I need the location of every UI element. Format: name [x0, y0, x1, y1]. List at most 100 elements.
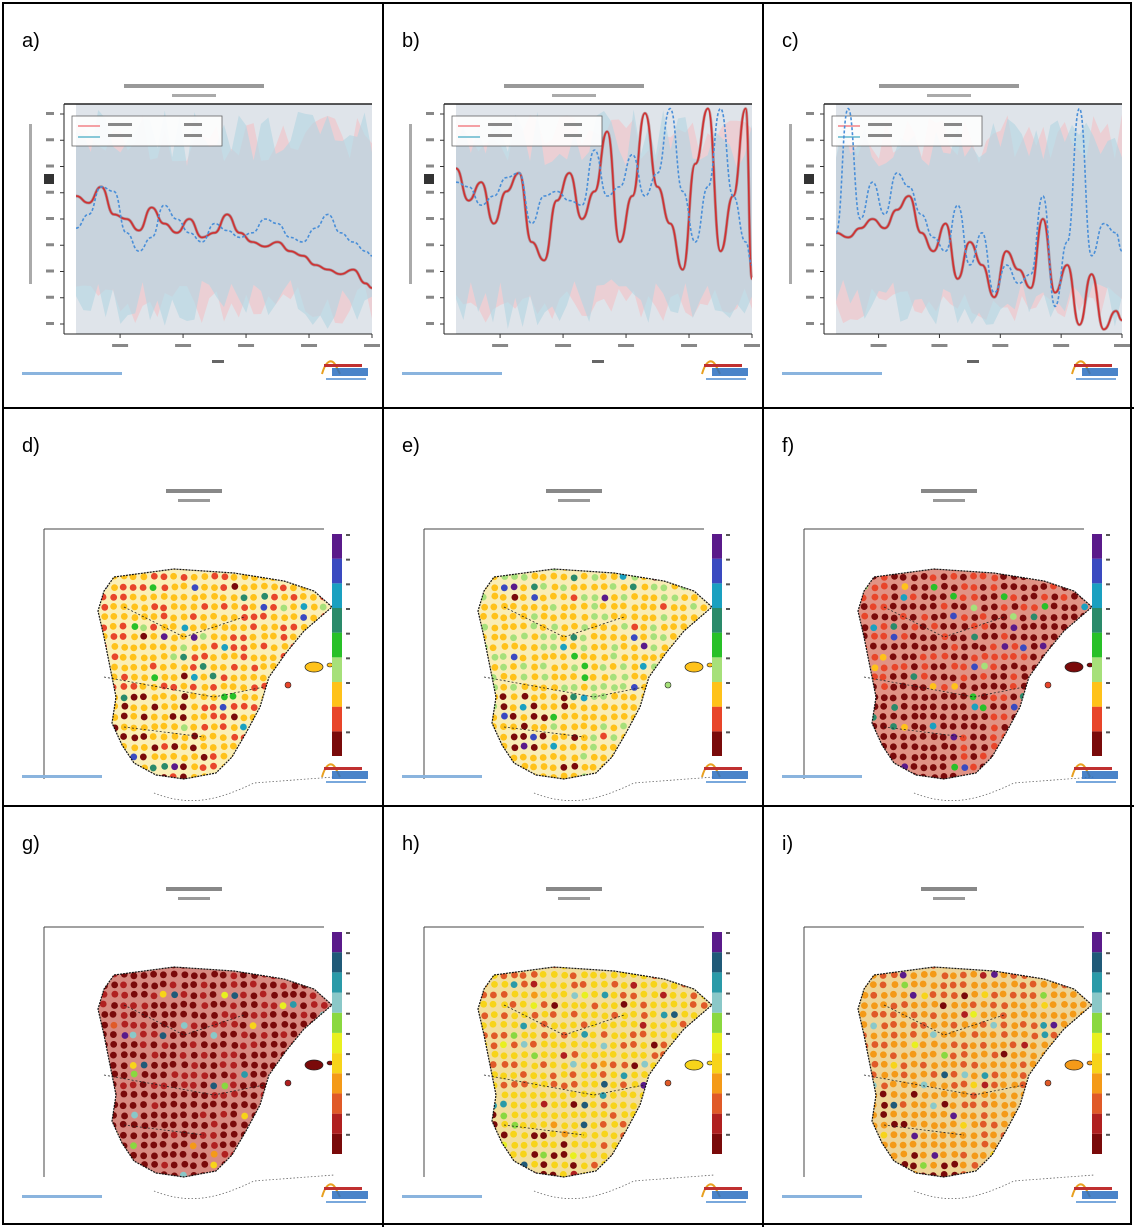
station-dot: [680, 712, 688, 720]
station-dot: [140, 1141, 148, 1149]
station-dot: [1021, 594, 1028, 602]
station-dot: [480, 1060, 488, 1068]
station-dot: [311, 752, 318, 760]
station-dot: [851, 1021, 858, 1028]
station-dot: [310, 1131, 318, 1139]
station-dot: [199, 764, 207, 772]
station-dot: [140, 1061, 148, 1069]
station-dot: [1000, 1021, 1008, 1029]
station-dot: [900, 1071, 908, 1079]
station-dot: [890, 1110, 898, 1118]
station-dot: [680, 941, 687, 948]
station-dot: [211, 572, 219, 580]
station-dot: [98, 1071, 99, 1079]
station-dot: [858, 970, 859, 978]
station-dot: [560, 1141, 568, 1148]
station-dot: [900, 742, 908, 750]
station-dot: [681, 594, 689, 602]
station-dot: [841, 743, 848, 750]
station-dot: [301, 573, 309, 580]
station-dot: [1080, 1170, 1088, 1177]
station-dot: [451, 573, 458, 580]
station-dot: [181, 982, 189, 989]
station-dot: [600, 569, 608, 571]
station-dot: [820, 694, 827, 701]
station-dot: [1040, 692, 1048, 700]
station-dot: [660, 1060, 668, 1068]
station-dot: [161, 1121, 169, 1129]
station-dot: [441, 563, 448, 570]
station-dot: [669, 703, 677, 711]
station-dot: [171, 703, 178, 711]
station-dot: [639, 764, 647, 771]
station-dot: [259, 674, 267, 682]
station-dot: [270, 569, 278, 572]
logo-underline: [326, 1201, 366, 1203]
station-dot: [61, 573, 68, 580]
station-dot: [1040, 712, 1048, 720]
station-dot: [1020, 991, 1028, 999]
station-dot: [850, 754, 857, 761]
station-dot: [451, 991, 458, 998]
station-dot: [550, 774, 558, 779]
station-dot: [920, 1070, 928, 1078]
station-dot: [960, 722, 968, 730]
station-dot: [1051, 623, 1058, 630]
station-dot: [270, 1071, 278, 1079]
station-dot: [891, 593, 899, 601]
station-dot: [680, 1001, 688, 1009]
station-dot: [900, 1150, 908, 1158]
station-dot: [881, 1071, 889, 1079]
station-dot: [261, 554, 268, 561]
station-dot: [550, 1051, 557, 1059]
station-dot: [441, 1041, 448, 1048]
station-dot: [119, 773, 127, 779]
station-dot: [161, 584, 169, 592]
station-dot: [1011, 543, 1018, 550]
colorbar-tick-mark: [726, 534, 730, 536]
station-dot: [250, 654, 258, 662]
station-dot: [171, 763, 179, 771]
station-dot: [61, 1101, 68, 1108]
station-dot: [590, 1111, 598, 1118]
station-dot: [80, 1142, 87, 1149]
station-dot: [509, 1001, 517, 1008]
station-dot: [671, 1131, 679, 1139]
station-dot: [1050, 664, 1058, 671]
station-dot: [1001, 1161, 1009, 1169]
station-dot: [631, 1081, 639, 1088]
station-dot: [831, 1012, 838, 1019]
station-dot: [460, 971, 467, 978]
station-dot: [871, 613, 879, 621]
station-dot: [620, 1171, 628, 1177]
station-dot: [960, 674, 968, 682]
station-dot: [1080, 951, 1087, 958]
station-dot: [979, 1120, 987, 1128]
station-dot: [559, 754, 567, 762]
legend-mark: [564, 134, 582, 137]
station-dot: [841, 734, 848, 741]
station-dot: [510, 1041, 518, 1049]
map-subtitle-mark: [933, 499, 965, 502]
station-dot: [111, 967, 119, 969]
station-dot: [950, 572, 958, 580]
station-dot: [640, 673, 648, 681]
station-dot: [281, 941, 288, 948]
station-dot: [319, 1161, 327, 1169]
station-dot: [949, 1052, 957, 1060]
station-dot: [930, 634, 938, 642]
station-dot: [270, 941, 277, 948]
station-dot: [700, 554, 707, 561]
station-dot: [210, 569, 218, 572]
station-dot: [311, 723, 319, 731]
colorbar-tick-mark: [1106, 952, 1110, 955]
station-dot: [170, 603, 178, 610]
station-dot: [478, 972, 479, 979]
station-dot: [520, 612, 528, 620]
station-dot: [690, 672, 698, 680]
station-dot: [440, 694, 447, 701]
station-dot: [1009, 1101, 1017, 1109]
station-dot: [690, 594, 698, 601]
station-dot: [611, 684, 618, 692]
